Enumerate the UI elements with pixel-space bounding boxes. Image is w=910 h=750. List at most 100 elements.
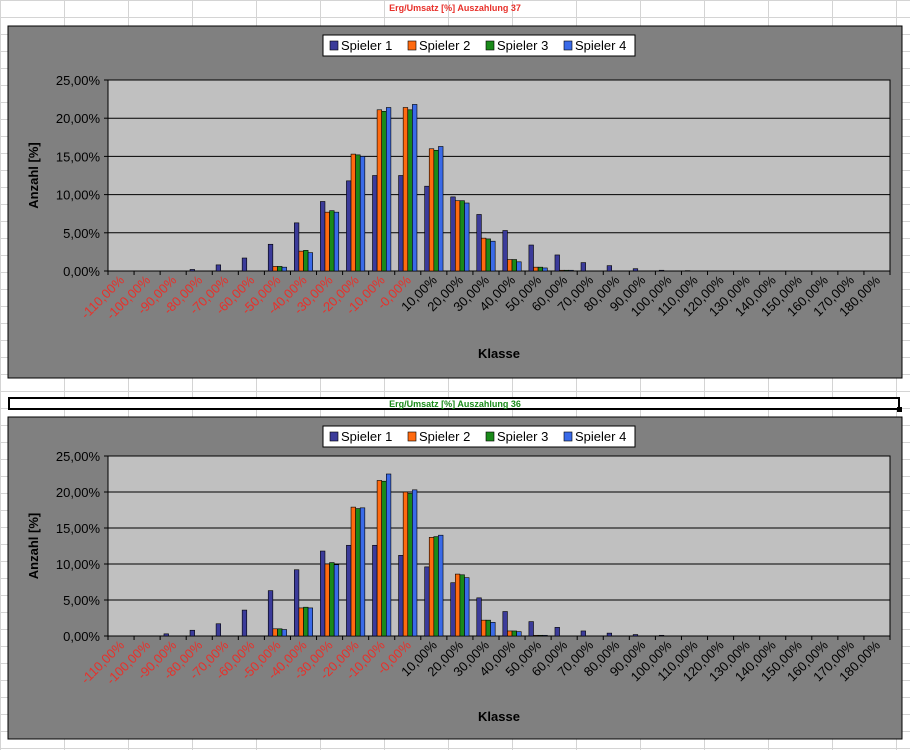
bar bbox=[481, 237, 487, 272]
bar bbox=[324, 211, 330, 272]
selected-cell-frame[interactable] bbox=[8, 397, 900, 410]
bar bbox=[454, 200, 461, 272]
chart-2[interactable]: 0,00%5,00%10,00%15,00%20,00%25,00%-110,0… bbox=[0, 414, 910, 744]
bar bbox=[293, 569, 300, 637]
y-tick-label: 25,00% bbox=[56, 73, 101, 88]
bar bbox=[485, 238, 491, 272]
plot-area bbox=[107, 79, 891, 272]
bar bbox=[385, 107, 392, 272]
bar bbox=[324, 563, 330, 637]
legend-swatch bbox=[329, 40, 339, 51]
bar bbox=[381, 480, 387, 637]
bar bbox=[559, 269, 565, 272]
bar bbox=[281, 629, 287, 637]
bar bbox=[277, 266, 283, 272]
bar bbox=[580, 630, 586, 637]
x-axis-title: Klasse bbox=[478, 709, 520, 724]
legend-swatch bbox=[407, 40, 417, 51]
bar bbox=[303, 606, 309, 637]
bar bbox=[454, 573, 461, 637]
bar bbox=[407, 109, 413, 272]
bar bbox=[412, 489, 418, 637]
plot-area bbox=[107, 455, 891, 637]
bar bbox=[215, 623, 222, 637]
sheet-title-2: Erg/Umsatz [%] Auszahlung 36 bbox=[389, 399, 521, 409]
y-tick-label: 0,00% bbox=[63, 629, 100, 644]
bar bbox=[298, 607, 304, 637]
bar bbox=[438, 146, 444, 272]
bar bbox=[554, 254, 560, 272]
bar bbox=[428, 148, 435, 272]
legend-label: Spieler 2 bbox=[419, 38, 470, 53]
bar bbox=[464, 202, 470, 272]
bar bbox=[428, 537, 435, 637]
bar bbox=[516, 261, 522, 272]
bar bbox=[350, 153, 356, 272]
legend-label: Spieler 1 bbox=[341, 38, 392, 53]
bar bbox=[398, 175, 404, 272]
bar bbox=[490, 240, 496, 272]
legend-swatch bbox=[329, 431, 339, 442]
bar bbox=[606, 265, 612, 272]
legend-label: Spieler 4 bbox=[575, 429, 626, 444]
bar bbox=[481, 619, 487, 637]
chart-1[interactable]: 0,00%5,00%10,00%15,00%20,00%25,00%-110,0… bbox=[0, 18, 910, 380]
bar bbox=[528, 244, 534, 272]
bar bbox=[563, 269, 570, 272]
legend-label: Spieler 1 bbox=[341, 429, 392, 444]
bar bbox=[402, 107, 409, 272]
bar bbox=[307, 252, 314, 272]
bar bbox=[298, 250, 304, 272]
y-tick-label: 5,00% bbox=[63, 593, 100, 608]
y-tick-label: 15,00% bbox=[56, 149, 101, 164]
y-tick-label: 20,00% bbox=[56, 485, 101, 500]
bar bbox=[320, 550, 326, 637]
bar bbox=[490, 622, 496, 637]
bar bbox=[376, 480, 383, 637]
bar bbox=[372, 544, 378, 637]
bar bbox=[372, 175, 378, 272]
legend-swatch bbox=[407, 431, 417, 442]
bar bbox=[433, 149, 439, 272]
bar bbox=[507, 630, 513, 637]
bar bbox=[476, 597, 482, 637]
bar bbox=[333, 211, 340, 272]
bar bbox=[507, 259, 513, 272]
legend-swatch bbox=[485, 40, 495, 51]
bar bbox=[189, 629, 195, 637]
bar bbox=[320, 201, 326, 272]
bar bbox=[632, 268, 639, 272]
bar bbox=[402, 491, 409, 637]
bar bbox=[542, 634, 548, 637]
bar bbox=[407, 493, 413, 637]
bar bbox=[329, 210, 335, 272]
sheet-title-1: Erg/Umsatz [%] Auszahlung 37 bbox=[389, 3, 521, 13]
bar bbox=[189, 269, 195, 272]
bar bbox=[450, 582, 456, 637]
bar bbox=[450, 196, 456, 272]
selection-handle[interactable] bbox=[897, 407, 902, 412]
bar bbox=[333, 564, 340, 637]
bar bbox=[606, 632, 612, 637]
bar bbox=[241, 257, 248, 272]
bar bbox=[329, 562, 335, 637]
bar bbox=[355, 154, 361, 272]
bar bbox=[346, 180, 352, 272]
legend-label: Spieler 2 bbox=[419, 429, 470, 444]
bar bbox=[359, 507, 366, 637]
bar bbox=[355, 508, 361, 637]
bar bbox=[438, 534, 444, 637]
legend bbox=[322, 34, 636, 57]
bar bbox=[485, 619, 491, 637]
bar bbox=[277, 628, 283, 637]
bar bbox=[511, 259, 517, 272]
legend-label: Spieler 4 bbox=[575, 38, 626, 53]
legend-label: Spieler 3 bbox=[497, 38, 548, 53]
bar bbox=[511, 630, 517, 637]
y-tick-label: 20,00% bbox=[56, 111, 101, 126]
bar bbox=[554, 627, 560, 637]
legend-swatch bbox=[563, 40, 573, 51]
y-tick-label: 15,00% bbox=[56, 521, 101, 536]
y-axis-title: Anzahl [%] bbox=[26, 142, 41, 208]
bar bbox=[658, 269, 665, 272]
